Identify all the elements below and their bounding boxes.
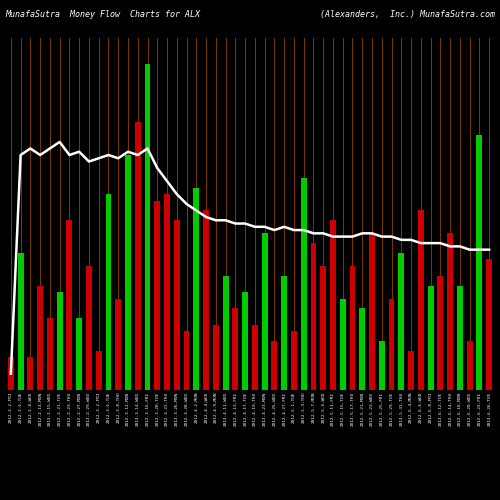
Bar xyxy=(398,253,404,390)
Bar xyxy=(272,341,278,390)
Bar xyxy=(28,358,34,390)
Bar xyxy=(86,266,92,390)
Bar xyxy=(360,308,365,390)
Bar xyxy=(174,220,180,390)
Bar xyxy=(262,234,268,390)
Bar xyxy=(466,341,472,390)
Bar xyxy=(350,266,356,390)
Bar xyxy=(340,298,345,390)
Bar xyxy=(184,332,190,390)
Bar xyxy=(125,155,131,390)
Bar xyxy=(457,286,463,390)
Bar xyxy=(388,298,394,390)
Bar xyxy=(291,332,297,390)
Bar xyxy=(418,210,424,390)
Bar xyxy=(203,210,209,390)
Bar xyxy=(320,266,326,390)
Bar xyxy=(194,188,199,390)
Bar xyxy=(37,286,43,390)
Bar xyxy=(154,200,160,390)
Bar xyxy=(252,324,258,390)
Bar xyxy=(447,234,453,390)
Bar xyxy=(310,243,316,390)
Bar xyxy=(76,318,82,390)
Bar xyxy=(408,351,414,390)
Bar xyxy=(486,260,492,390)
Bar xyxy=(213,324,219,390)
Bar xyxy=(56,292,62,390)
Bar xyxy=(135,122,140,390)
Bar xyxy=(106,194,112,390)
Bar xyxy=(438,276,444,390)
Bar xyxy=(330,220,336,390)
Bar xyxy=(47,318,53,390)
Bar xyxy=(232,308,238,390)
Bar xyxy=(242,292,248,390)
Text: (Alexanders,  Inc.) MunafaSutra.com: (Alexanders, Inc.) MunafaSutra.com xyxy=(320,10,495,19)
Bar xyxy=(66,220,72,390)
Text: MunafaSutra  Money Flow  Charts for ALX: MunafaSutra Money Flow Charts for ALX xyxy=(5,10,200,19)
Bar xyxy=(428,286,434,390)
Bar xyxy=(301,178,306,390)
Bar xyxy=(164,194,170,390)
Bar xyxy=(222,276,228,390)
Bar xyxy=(116,298,121,390)
Bar xyxy=(18,253,24,390)
Bar xyxy=(379,341,384,390)
Bar xyxy=(369,234,375,390)
Bar xyxy=(8,358,14,390)
Bar xyxy=(476,136,482,390)
Bar xyxy=(281,276,287,390)
Bar xyxy=(144,64,150,390)
Bar xyxy=(96,351,102,390)
